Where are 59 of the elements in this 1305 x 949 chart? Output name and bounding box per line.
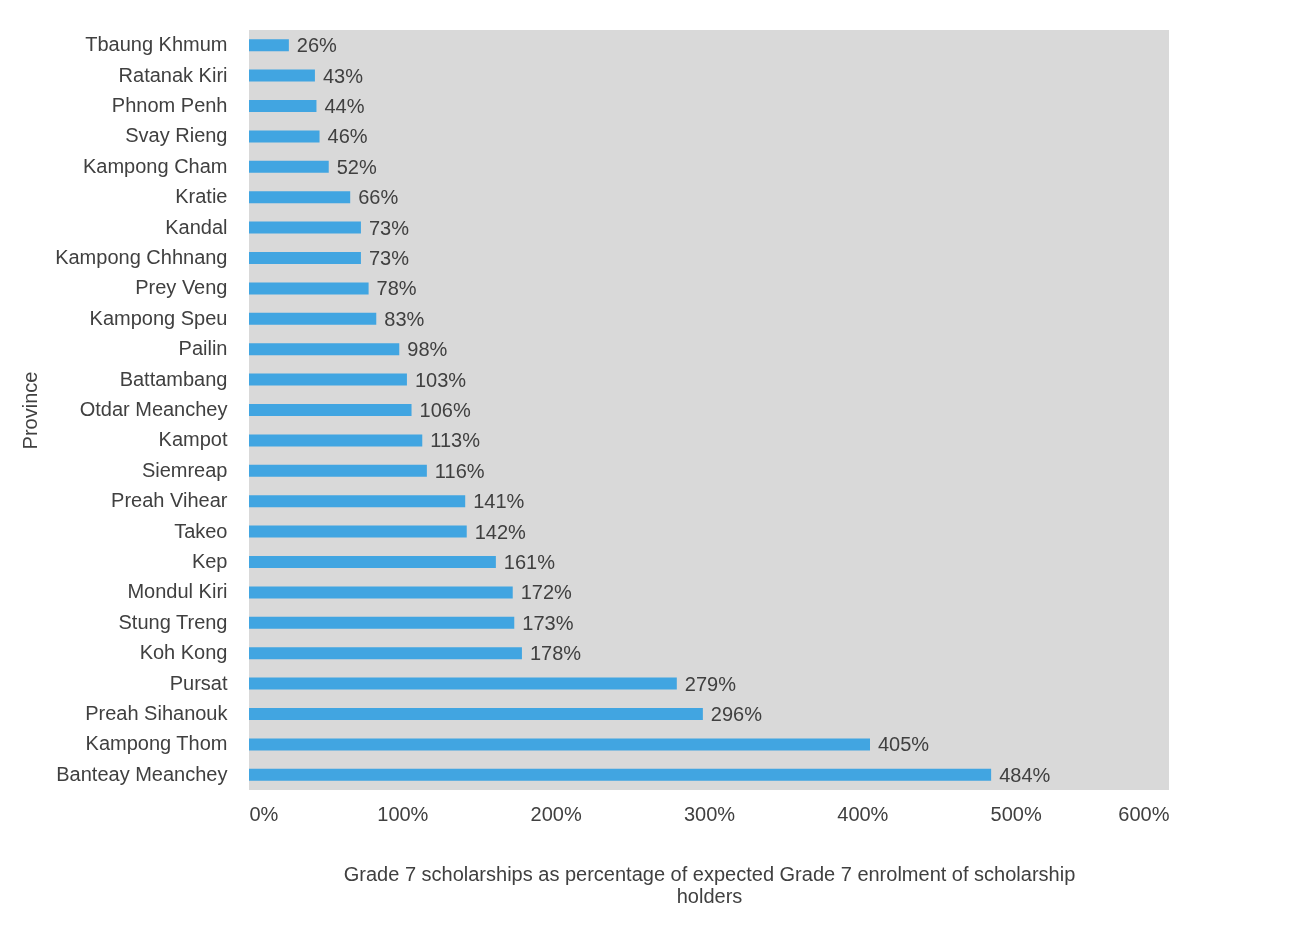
data-label: 141% (473, 490, 525, 513)
y-tick-label: Kampong Chhnang (55, 246, 228, 268)
data-label: 66% (358, 186, 399, 209)
y-tick-label: Svay Rieng (125, 124, 228, 147)
y-tick-label: Kampong Speu (89, 306, 228, 329)
y-tick-label: Kampot (158, 428, 228, 451)
data-label: 113% (430, 429, 481, 452)
data-label: 116% (434, 459, 485, 482)
y-tick-label: Kep (191, 550, 228, 572)
y-tick-label: Kandal (165, 215, 228, 238)
y-tick-label: Phnom Penh (111, 94, 228, 116)
x-tick-label: 200% (530, 802, 582, 825)
data-label: 161% (503, 551, 556, 573)
data-label: 98% (407, 338, 448, 361)
y-tick-label: Takeo (174, 519, 228, 542)
data-label: 484% (999, 763, 1051, 786)
data-label: 78% (376, 277, 417, 300)
data-label: 73% (368, 247, 410, 269)
data-label: 296% (710, 703, 763, 725)
y-tick-label: Kratie (175, 185, 228, 208)
data-label: 172% (520, 581, 573, 604)
y-tick-label: Mondul Kiri (127, 580, 228, 603)
y-tick-label: Preah Sihanouk (85, 702, 229, 724)
x-tick-label: 600% (1118, 802, 1170, 825)
x-tick-label: 100% (377, 802, 429, 825)
data-label: 279% (684, 672, 737, 695)
y-tick-label: Stung Treng (118, 610, 228, 633)
x-tick-label: 300% (683, 802, 736, 825)
data-label: 43% (322, 64, 364, 87)
y-tick-label: Preah Vihear (111, 489, 228, 512)
data-label: 405% (878, 733, 930, 756)
data-label: 103% (414, 368, 467, 391)
data-label: 26% (296, 34, 338, 57)
data-label: 142% (474, 520, 527, 543)
data-label: 52% (336, 155, 377, 178)
data-label: 178% (529, 642, 582, 665)
y-tick-label: Kampong Cham (82, 154, 228, 177)
y-tick-label: Banteay Meanchey (56, 762, 228, 785)
x-tick-label: 0% (249, 802, 279, 825)
y-tick-label: Tbaung Khmum (85, 33, 228, 56)
y-tick-label: Prey Veng (135, 276, 228, 299)
y-tick-label: Pailin (178, 337, 228, 360)
x-tick-label: 400% (837, 802, 889, 825)
data-label: 46% (327, 125, 368, 148)
x-tick-label: 500% (990, 802, 1042, 825)
y-tick-label: Battambang (119, 367, 228, 390)
y-tick-label: Koh Kong (139, 641, 228, 664)
y-tick-label: Otdar Meanchey (79, 398, 228, 420)
data-label: 83% (384, 307, 425, 330)
y-tick-label: Kampong Thom (85, 732, 228, 755)
data-label: 106% (419, 399, 471, 421)
y-tick-label: Pursat (169, 671, 228, 694)
data-label: 73% (368, 216, 410, 239)
x-axis-title: Grade 7 scholarships as percentage of expected Grade 7 enrolment of scholarship holders (343, 862, 1076, 907)
y-tick-label: Siemreap (141, 458, 228, 481)
data-label: 44% (324, 95, 365, 117)
y-axis-title: Province (19, 371, 42, 450)
y-tick-label: Ratanak Kiri (118, 63, 228, 86)
data-label: 173% (522, 611, 574, 634)
